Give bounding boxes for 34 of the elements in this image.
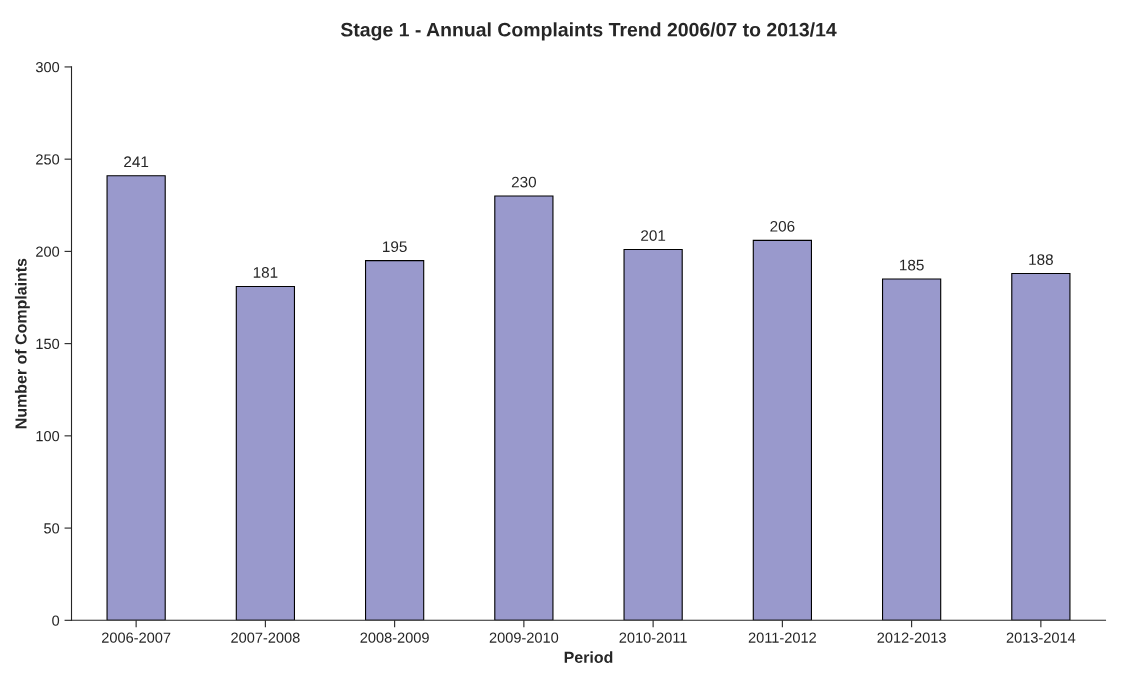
- y-tick-label: 50: [44, 523, 60, 534]
- y-tick-label: 300: [35, 62, 60, 73]
- bar: [494, 195, 554, 621]
- bar: [364, 260, 425, 621]
- y-tick-label: 150: [36, 338, 60, 350]
- data-label: 185: [900, 259, 924, 271]
- data-label: 201: [641, 230, 666, 241]
- x-tick-label: 2007-2008: [231, 632, 300, 643]
- y-tick-label: 250: [36, 154, 60, 165]
- x-tick-label: 2010-2011: [619, 632, 687, 643]
- y-axis-title: Number of Complaints: [14, 258, 30, 429]
- x-tick-label: 2012-2013: [877, 632, 946, 643]
- bar: [752, 239, 813, 621]
- y-tick-label: 0: [52, 615, 60, 626]
- y-tick-label: 200: [36, 246, 60, 257]
- bar: [881, 278, 942, 621]
- y-tick-label: 100: [36, 430, 60, 442]
- x-tick-label: 2011-2012: [748, 632, 816, 643]
- data-label: 241: [124, 156, 149, 168]
- data-label: 230: [511, 176, 537, 188]
- bar: [623, 248, 683, 621]
- data-label: 195: [383, 241, 407, 253]
- x-tick-label: 2008-2009: [360, 632, 429, 643]
- x-tick-label: 2009-2010: [489, 632, 559, 643]
- data-label: 181: [253, 267, 278, 278]
- x-tick-label: 2013-2014: [1006, 632, 1076, 643]
- bar: [1011, 272, 1071, 621]
- x-axis-title: Period: [564, 651, 613, 663]
- bar: [235, 285, 296, 621]
- x-tick-label: 2006-2007: [102, 632, 171, 643]
- chart-title: Stage 1 - Annual Complaints Trend 2006/07 to 2013/14: [340, 22, 837, 41]
- bar: [106, 175, 166, 621]
- data-label: 206: [770, 220, 795, 232]
- data-label: 188: [1029, 254, 1053, 265]
